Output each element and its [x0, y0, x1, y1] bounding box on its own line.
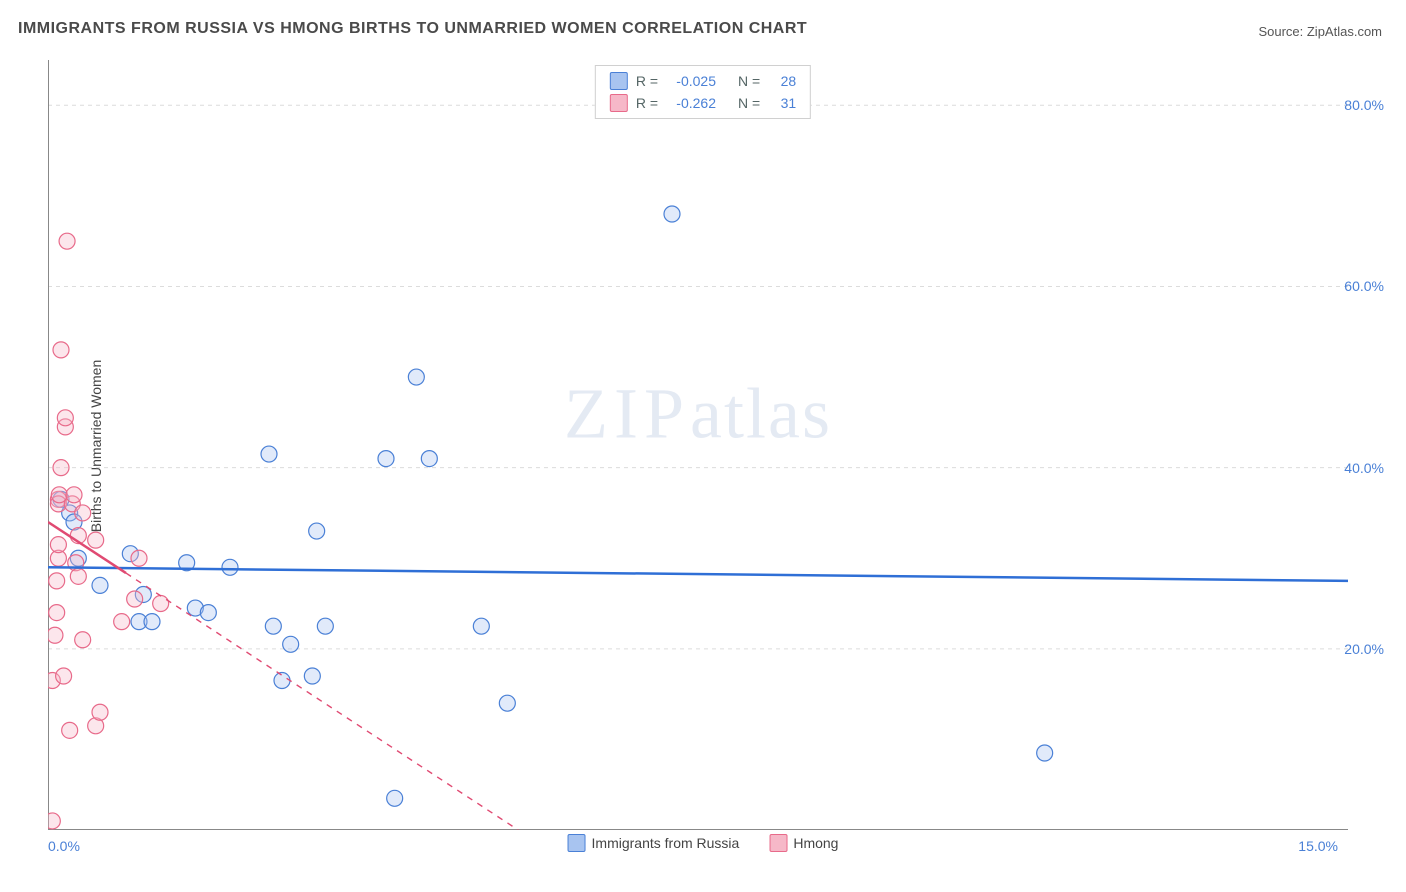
legend-n-label: N = [738, 92, 760, 114]
x-tick-max: 15.0% [1298, 838, 1338, 854]
y-tick-label: 20.0% [1344, 641, 1384, 657]
chart-title: IMMIGRANTS FROM RUSSIA VS HMONG BIRTHS T… [18, 20, 807, 38]
x-axis-ticks: 0.0% 15.0% [48, 838, 1348, 862]
legend-swatch [610, 94, 628, 112]
legend-n-value: 31 [768, 92, 796, 114]
chart-container: IMMIGRANTS FROM RUSSIA VS HMONG BIRTHS T… [0, 0, 1406, 892]
legend-r-label: R = [636, 70, 658, 92]
source-label: Source: ZipAtlas.com [1258, 24, 1382, 39]
y-tick-label: 80.0% [1344, 97, 1384, 113]
legend-row: R = -0.025 N = 28 [610, 70, 796, 92]
plot-area: ZIPatlas [48, 60, 1348, 830]
legend-n-label: N = [738, 70, 760, 92]
legend-row: R = -0.262 N = 31 [610, 92, 796, 114]
correlation-legend: R = -0.025 N = 28 R = -0.262 N = 31 [595, 65, 811, 119]
legend-n-value: 28 [768, 70, 796, 92]
y-tick-label: 60.0% [1344, 278, 1384, 294]
legend-r-label: R = [636, 92, 658, 114]
legend-r-value: -0.262 [666, 92, 716, 114]
legend-r-value: -0.025 [666, 70, 716, 92]
x-tick-min: 0.0% [48, 838, 80, 854]
plot-svg [48, 60, 1348, 830]
y-tick-label: 40.0% [1344, 460, 1384, 476]
legend-swatch [610, 72, 628, 90]
